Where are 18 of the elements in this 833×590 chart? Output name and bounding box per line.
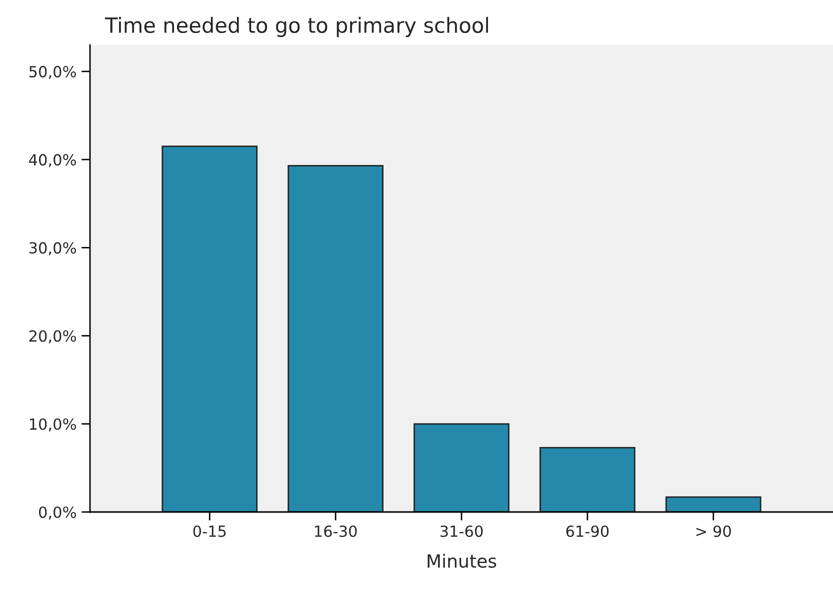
bar (162, 146, 258, 512)
x-axis-title: Minutes (428, 554, 496, 568)
bar (414, 423, 510, 512)
y-tick-label: 30,0% (29, 242, 76, 256)
x-tick-label: 61-90 (566, 525, 609, 538)
x-tick-label: 16-30 (315, 525, 357, 538)
y-tick-label: 20,0% (29, 330, 76, 344)
bar (665, 496, 762, 512)
x-tick-label: 0-15 (193, 525, 226, 538)
y-tick-label: 0,0% (39, 506, 76, 520)
y-tick-label: 10,0% (30, 418, 76, 432)
x-tick-label: > 90 (696, 525, 731, 538)
bar (540, 446, 636, 512)
chart-title: Time needed to go to primary school (104, 16, 488, 38)
bar (288, 165, 384, 512)
x-tick-label: 31-60 (440, 525, 483, 538)
y-tick-label: 40,0% (29, 154, 76, 168)
y-tick-label: 50,0% (29, 66, 76, 80)
